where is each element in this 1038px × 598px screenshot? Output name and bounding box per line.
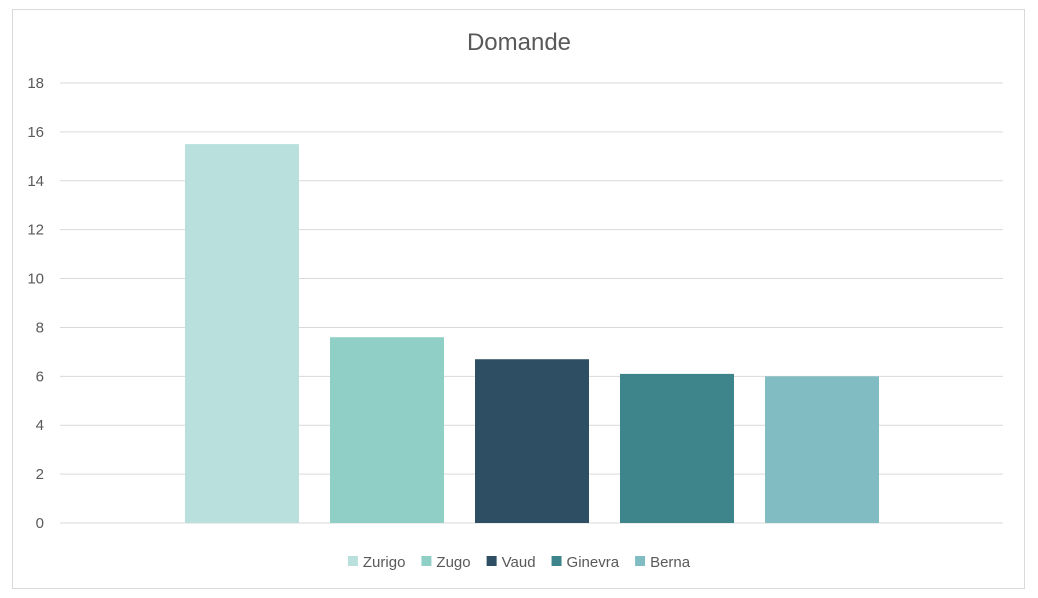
legend-swatch [552,556,562,566]
y-tick-label: 16 [27,124,44,141]
legend-label: Ginevra [567,554,620,571]
y-tick-label: 10 [27,271,44,288]
y-tick-label: 4 [36,417,44,434]
legend-item-ginevra: Ginevra [552,554,620,571]
legend-item-zurigo: Zurigo [348,554,406,571]
y-axis-ticks: 0 2 4 6 8 10 12 14 16 18 [27,75,44,532]
chart-title: Domande [467,29,571,56]
legend-swatch [635,556,645,566]
y-tick-label: 0 [36,515,44,532]
y-tick-label: 6 [36,368,44,385]
legend-label: Vaud [502,554,536,571]
legend-item-berna: Berna [635,554,691,571]
y-tick-label: 12 [27,222,44,239]
legend-label: Zugo [436,554,470,571]
legend-swatch [487,556,497,566]
bar-vaud [475,359,589,523]
legend-item-zugo: Zugo [421,554,470,571]
legend-swatch [348,556,358,566]
bar-berna [765,376,879,523]
legend-item-vaud: Vaud [487,554,536,571]
bar-zugo [330,337,444,523]
bars [185,144,879,523]
y-tick-label: 8 [36,319,44,336]
bar-zurigo [185,144,299,523]
legend-label: Berna [650,554,691,571]
legend-label: Zurigo [363,554,406,571]
bar-ginevra [620,374,734,523]
legend-swatch [421,556,431,566]
y-tick-label: 18 [27,75,44,92]
y-tick-label: 14 [27,173,44,190]
legend: Zurigo Zugo Vaud Ginevra Berna [348,554,691,571]
y-tick-label: 2 [36,466,44,483]
